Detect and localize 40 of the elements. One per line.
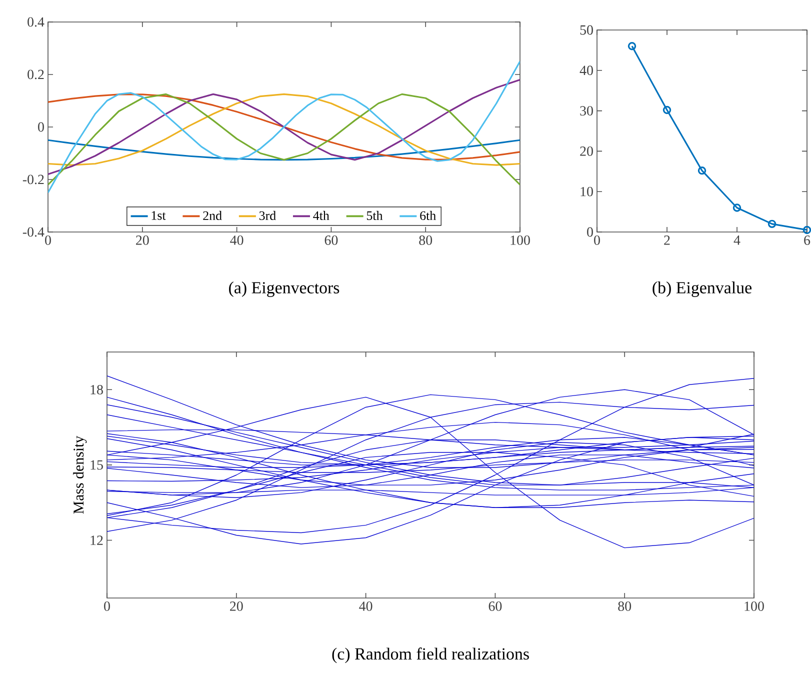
- x-tick-label: 4: [734, 236, 740, 245]
- y-tick-label: 0.2: [28, 70, 44, 80]
- x-tick-label: 40: [230, 236, 244, 245]
- y-tick-label: 12: [90, 536, 103, 545]
- x-tick-label: 40: [359, 602, 372, 611]
- y-tick-label: 10: [580, 186, 593, 196]
- x-tick-label: 6: [804, 236, 810, 245]
- legend-label: 5th: [366, 210, 383, 220]
- y-tick-label: 18: [90, 384, 103, 394]
- x-tick-label: 2: [664, 236, 670, 245]
- x-tick-label: 20: [136, 236, 149, 245]
- y-tick-label: 0.4: [28, 17, 44, 27]
- x-tick-label: 0: [594, 236, 600, 245]
- legend-label: 1st: [152, 211, 166, 220]
- x-tick-label: 100: [744, 602, 764, 611]
- text: (c) Random field realizations: [332, 648, 529, 664]
- legend-label: 6th: [420, 210, 436, 220]
- legend-label: 2nd: [203, 210, 222, 220]
- x-tick-label: 20: [230, 602, 243, 611]
- y-tick-label: 20: [580, 146, 593, 156]
- x-tick-label: 60: [324, 236, 338, 245]
- legend-label: 3rd: [259, 210, 276, 220]
- y-tick-label: 0: [38, 122, 44, 132]
- x-tick-label: 80: [618, 602, 632, 611]
- y-tick-label: 40: [580, 66, 593, 76]
- y-tick-label: 50: [580, 25, 593, 35]
- text: (a) Eigenvectors: [229, 282, 340, 297]
- y-tick-label: -0.4: [22, 227, 44, 237]
- x-tick-label: 100: [510, 236, 530, 245]
- x-tick-label: 60: [488, 602, 502, 611]
- legend-label: 4th: [313, 210, 330, 220]
- y-axis-title: Mass density: [73, 436, 87, 514]
- y-tick-label: 15: [90, 460, 103, 470]
- y-tick-label: -0.2: [22, 174, 44, 184]
- text: (b) Eigenvalue: [652, 282, 752, 297]
- y-tick-label: 0: [587, 227, 593, 237]
- x-tick-label: 0: [45, 236, 51, 245]
- x-tick-label: 80: [419, 236, 432, 245]
- y-tick-label: 30: [580, 106, 593, 116]
- x-tick-label: 0: [104, 602, 110, 611]
